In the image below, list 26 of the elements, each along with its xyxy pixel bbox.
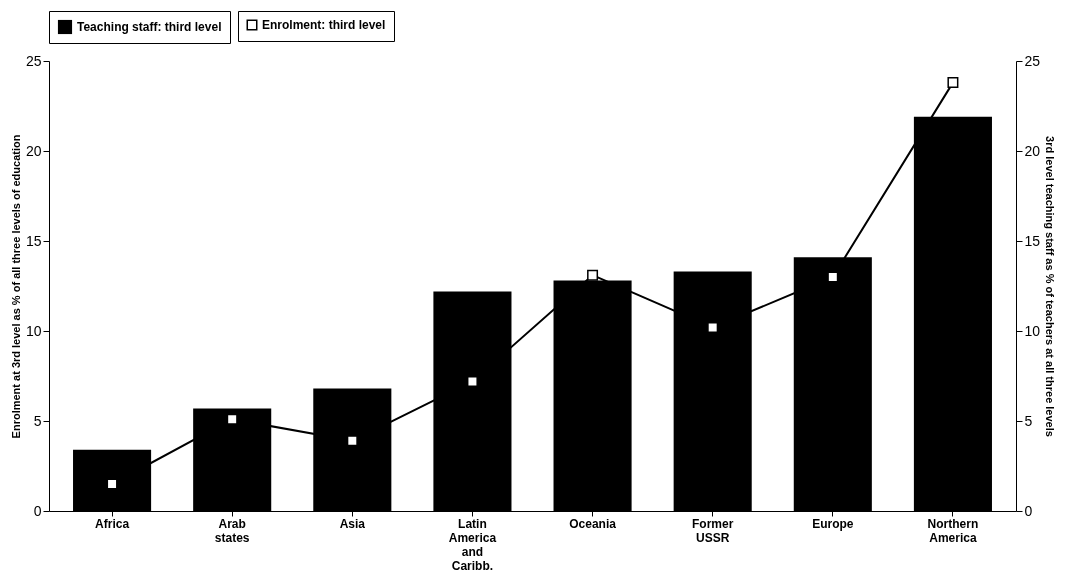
x-tick-label: Asia [339,516,366,531]
x-tick-label: Africa [95,516,130,531]
x-tick-label: Northern America [927,516,979,545]
x-tick-label: Europe [812,516,854,531]
y-tick-label: 0 [33,502,42,519]
y-tick-label: 5 [33,412,42,429]
x-tick-label: Arab states [214,516,250,545]
x-tick-label: Former USSR [692,516,734,545]
y2-tick-label: 10 [1024,322,1041,339]
y2-tick-label: 0 [1024,502,1033,519]
y2-tick-label: 25 [1024,52,1041,69]
x-tick-label: Latin America and Caribb. [448,516,497,573]
y2-tick-label: 15 [1024,232,1041,249]
y-tick-label: 15 [25,232,42,249]
point [947,77,959,89]
y2-tick-label: 20 [1024,142,1041,159]
y-axis-title: Enrolment at 3rd level as % of all three levels of education [9,134,22,439]
y2-axis-title: 3rd level teaching staff as % of teachers at all three levels [1044,136,1057,437]
y-tick-label: 10 [25,322,42,339]
legend-label: Teaching staff: third level [77,20,222,34]
legend-label: Enrolment: third level [262,18,386,32]
y-tick-label: 25 [25,52,42,69]
point [587,269,599,281]
x-tick-label: Oceania [569,516,617,531]
y2-tick-label: 5 [1024,412,1033,429]
y-tick-label: 20 [25,142,42,159]
